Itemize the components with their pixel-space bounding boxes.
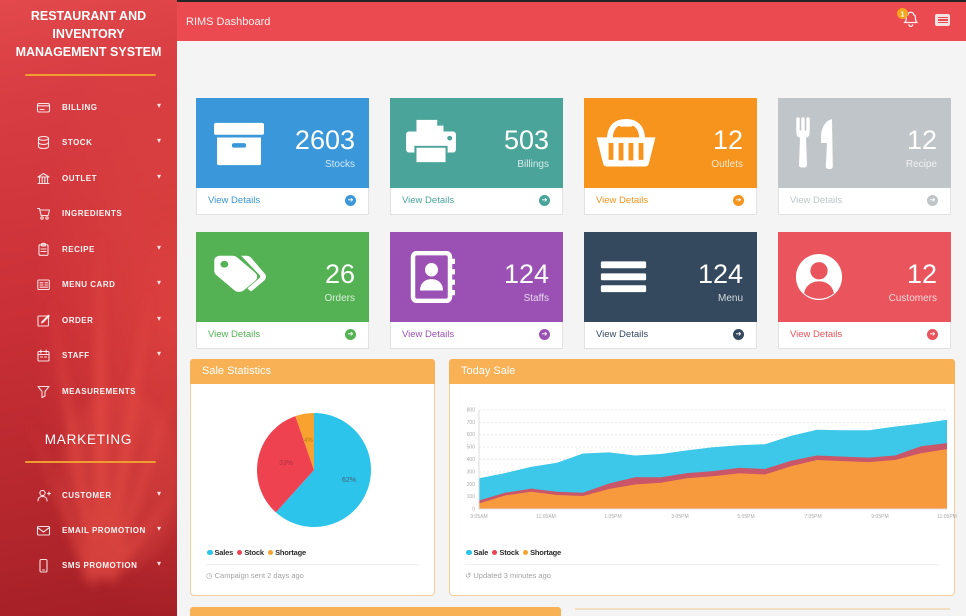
svg-text:4%: 4% — [304, 438, 313, 444]
svg-text:9:05AM: 9:05AM — [470, 514, 487, 520]
svg-text:400: 400 — [467, 457, 476, 463]
svg-text:11:05PM: 11:05PM — [937, 514, 957, 520]
svg-text:3:05PM: 3:05PM — [671, 514, 688, 520]
svg-text:200: 200 — [467, 482, 476, 488]
svg-text:11:05AM: 11:05AM — [536, 514, 556, 520]
svg-text:5:05PM: 5:05PM — [737, 514, 754, 520]
svg-text:62%: 62% — [342, 477, 356, 484]
svg-text:33%: 33% — [279, 460, 293, 467]
svg-text:800: 800 — [467, 408, 476, 414]
svg-text:1: 1 — [900, 9, 904, 18]
svg-text:300: 300 — [467, 469, 476, 475]
svg-text:0: 0 — [472, 507, 475, 513]
svg-text:9:05PM: 9:05PM — [871, 514, 888, 520]
svg-text:1:05PM: 1:05PM — [604, 514, 621, 520]
svg-text:7:05PM: 7:05PM — [804, 514, 821, 520]
svg-text:600: 600 — [467, 432, 476, 438]
svg-text:100: 100 — [467, 494, 476, 500]
svg-text:700: 700 — [467, 420, 476, 426]
svg-text:500: 500 — [467, 445, 476, 451]
